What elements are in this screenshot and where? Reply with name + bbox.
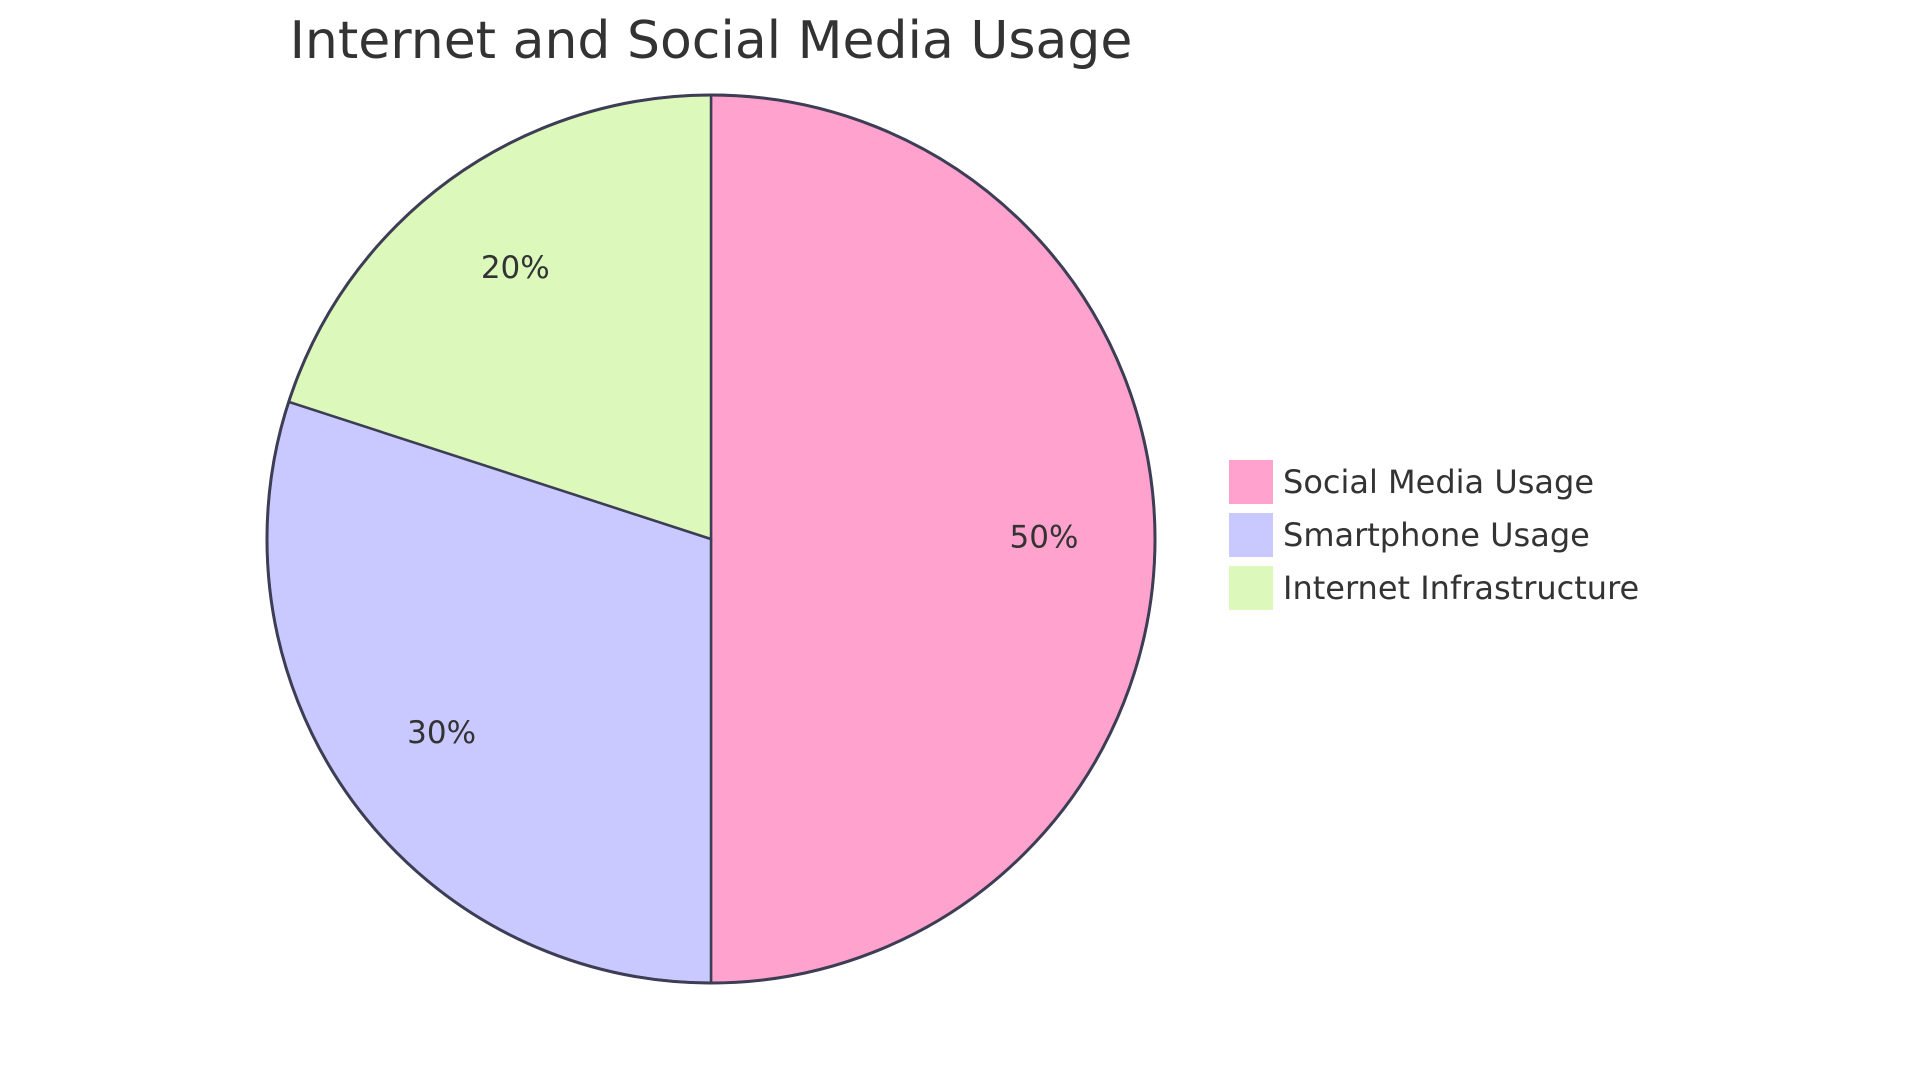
- chart-title: Internet and Social Media Usage: [290, 11, 1133, 71]
- legend-label: Social Media Usage: [1283, 463, 1594, 501]
- legend-label: Smartphone Usage: [1283, 516, 1590, 554]
- legend-label: Internet Infrastructure: [1283, 569, 1639, 607]
- legend-swatch: [1229, 566, 1273, 610]
- slice-label: 20%: [481, 250, 550, 286]
- legend-swatch: [1229, 460, 1273, 504]
- pie-outline: [265, 93, 1157, 985]
- pie-slice-social-media-usage: [709, 93, 1157, 985]
- slice-label: 50%: [1010, 520, 1079, 556]
- slice-label: 30%: [407, 715, 476, 751]
- slice-labels: 50% 30% 20%: [407, 250, 1078, 751]
- legend-swatch: [1229, 513, 1273, 557]
- legend: Social Media Usage Smartphone Usage Intern…: [1229, 460, 1639, 610]
- pie-slices: [265, 93, 1157, 985]
